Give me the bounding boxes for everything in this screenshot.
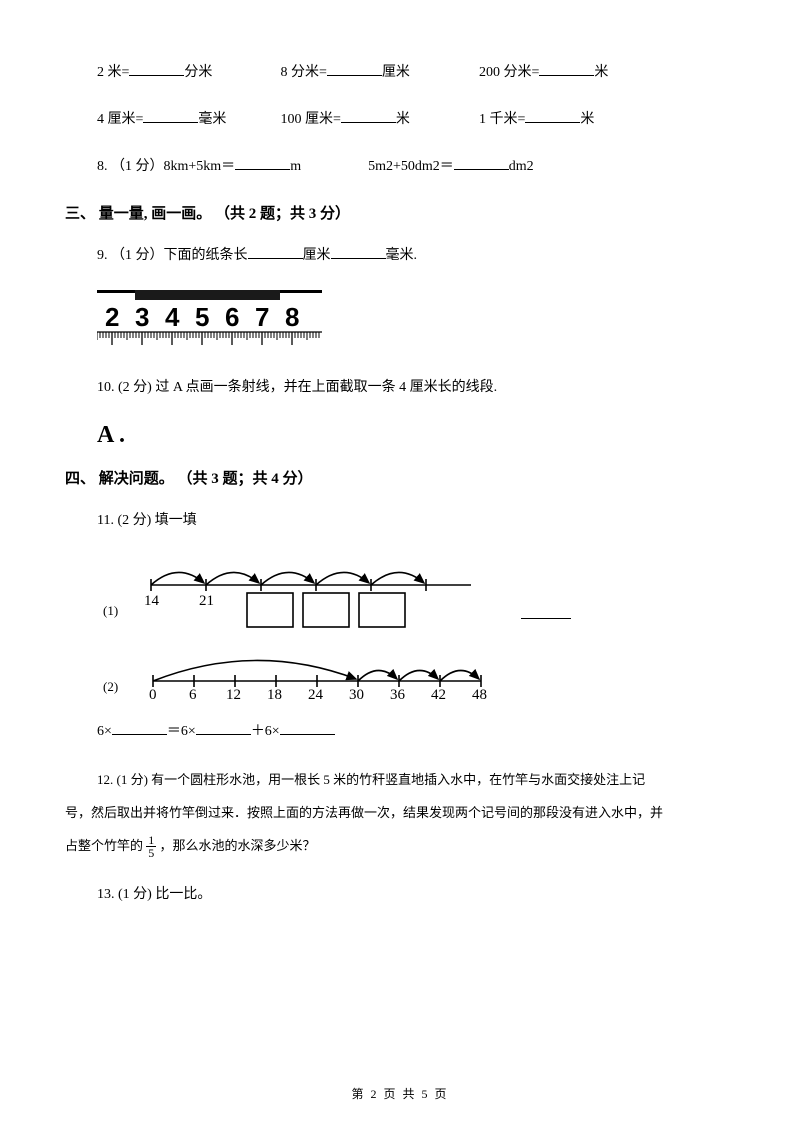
d1-num2: 21 [199,593,214,609]
q13-text: 13. (1 分) 比一比。 [97,882,735,907]
eq-prefix: 6× [97,724,112,739]
d2-num: 0 [149,687,157,703]
conversion-row-1: 2 米= 分米 8 分米= 厘米 200 分米= 米 [97,60,735,85]
conversion-row-2: 4 厘米= 毫米 100 厘米= 米 1 千米= 米 [97,107,735,132]
d2-num: 18 [267,687,282,703]
blank[interactable] [112,719,167,735]
blank[interactable] [196,719,251,735]
answer-box[interactable] [359,593,405,627]
ruler-num: 4 [165,302,180,332]
item-lhs: 200 分米= [479,65,539,80]
ruler-num: 6 [225,302,239,332]
d2-num: 24 [308,687,324,703]
blank[interactable] [235,154,290,170]
diagram1-row: (1) 14 21 [103,555,735,631]
answer-box[interactable] [303,593,349,627]
q12-line-c: 占整个竹竿的 1 5 ，那么水池的水深多少米？ [65,832,735,861]
q10-text: 10. (2 分) 过 A 点画一条射线，并在上面截取一条 4 厘米长的线段. [97,375,735,400]
section3-title: 三、 量一量, 画一画。 （共 2 题；共 3 分） [65,202,735,223]
ruler-num: 5 [195,302,209,332]
ruler-num: 2 [105,302,119,332]
q8-unit2: dm2 [509,159,534,174]
d2-num: 30 [349,687,364,703]
d1-num1: 14 [144,593,160,609]
eq-plus: ＋6× [251,724,280,739]
d2-num: 12 [226,687,241,703]
ruler-figure: 2 3 4 5 6 7 8 [97,290,735,353]
q11-equation: 6× ＝6× ＋6× [97,719,735,744]
ruler-num: 7 [255,302,269,332]
diagram2-row: (2) 0 6 12 18 24 30 36 42 [103,645,735,705]
d2-num: 42 [431,687,446,703]
eq-eqs: ＝6× [167,724,196,739]
q12-line-a: 12. (1 分) 有一个圆柱形水池，用一根长 5 米的竹秆竖直地插入水中，在竹… [97,766,735,795]
blank[interactable] [341,107,396,123]
ruler-num: 8 [285,302,299,332]
diagram1-label: (1) [103,555,141,631]
d2-num: 48 [472,687,487,703]
answer-box[interactable] [247,593,293,627]
q12-c-pre: 占整个竹竿的 [65,838,146,853]
item-lhs: 1 千米= [479,112,525,127]
fraction-icon: 1 5 [146,834,156,859]
q11-text: 11. (2 分) 填一填 [97,508,735,533]
item-unit: 厘米 [382,65,410,80]
frac-den: 5 [146,847,156,859]
blank[interactable] [129,60,184,76]
section4-title: 四、 解决问题。 （共 3 题；共 4 分） [65,467,735,488]
diagram1-svg: 14 21 [141,555,521,631]
paper-strip [135,290,280,300]
item-lhs: 4 厘米= [97,112,143,127]
item-unit: 米 [396,112,410,127]
blank[interactable] [143,107,198,123]
q12-line-b: 号，然后取出并将竹竿倒过来．按照上面的方法再做一次，结果发现两个记号间的那段没有… [65,799,735,828]
q9-unit1: 厘米 [303,248,331,263]
item-lhs: 100 厘米= [281,112,341,127]
item-unit: 米 [594,65,608,80]
diagram2-svg: 0 6 12 18 24 30 36 42 48 [141,645,501,705]
q12-c-post: ，那么水池的水深多少米？ [160,838,316,853]
blank[interactable] [521,603,571,619]
blank[interactable] [525,107,580,123]
q9-line: 9. （1 分）下面的纸条长 厘米 毫米. [97,243,735,268]
d2-num: 6 [189,687,197,703]
ruler-svg: 2 3 4 5 6 7 8 [97,290,327,348]
conversion-row-3: 8. （1 分）8km+5km＝ m 5m2+50dm2＝ dm2 [97,154,735,179]
item-lhs: 8 分米= [281,65,327,80]
item-unit: 毫米 [198,112,226,127]
diagram2-label: (2) [103,645,141,705]
d2-num: 36 [390,687,406,703]
q8-b: 5m2+50dm2＝ [368,159,454,174]
ruler-num: 3 [135,302,149,332]
item-unit: 分米 [184,65,212,80]
q8-prefix: 8. （1 分）8km+5km＝ [97,159,235,174]
page-footer: 第 2 页 共 5 页 [0,1085,800,1102]
point-a-label: A . [97,422,735,449]
blank[interactable] [248,243,303,259]
blank[interactable] [327,60,382,76]
q9-unit2: 毫米. [386,248,418,263]
blank[interactable] [331,243,386,259]
item-lhs: 2 米= [97,65,129,80]
blank[interactable] [280,719,335,735]
item-unit: 米 [580,112,594,127]
blank[interactable] [539,60,594,76]
blank[interactable] [454,154,509,170]
q9-text: 9. （1 分）下面的纸条长 [97,248,248,263]
q8-unit1: m [290,159,301,174]
